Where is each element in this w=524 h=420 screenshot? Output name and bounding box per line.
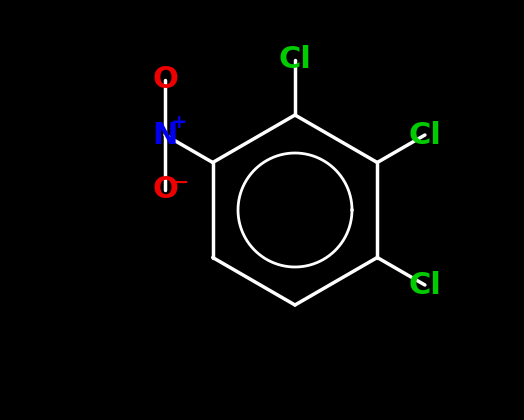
Text: Cl: Cl [409, 121, 441, 150]
Text: Cl: Cl [409, 270, 441, 299]
Text: O: O [152, 176, 178, 205]
Text: −: − [173, 173, 189, 192]
Text: N: N [152, 121, 178, 150]
Text: +: + [171, 113, 188, 132]
Text: Cl: Cl [279, 45, 311, 74]
Text: O: O [152, 66, 178, 94]
